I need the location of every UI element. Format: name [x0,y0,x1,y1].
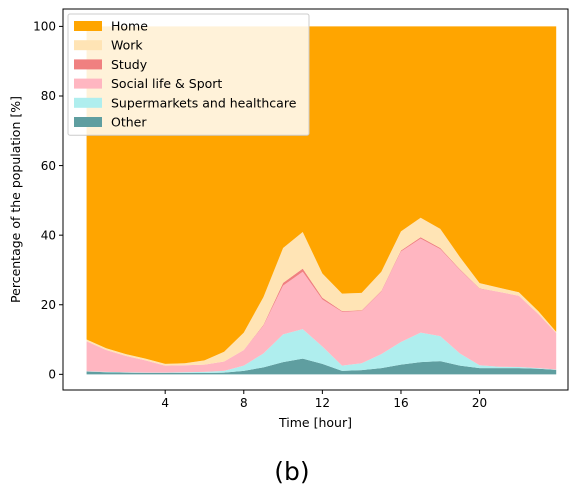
y-axis-ticks: 0 20 40 60 80 100 [33,20,63,382]
legend-swatch-work [74,40,102,51]
legend: Home Work Study Social life & Sport Supermar… [67,13,310,136]
x-tick-label: 4 [161,396,169,410]
area-work [86,217,557,366]
figure-caption: (b) [274,457,309,486]
x-axis-label: Time [hour] [278,415,352,430]
area-social-life-sport [86,238,557,373]
legend-swatch-study [74,59,102,70]
legend-label-other: Other [111,115,147,130]
legend-swatch-home [74,21,102,31]
y-axis-label: Percentage of the population [%] [8,96,23,303]
x-tick-label: 12 [315,396,330,410]
legend-label-supermarkets-and-healthcare: Supermarkets and healthcare [111,95,297,110]
y-tick-label: 60 [41,159,56,173]
legend-swatch-social-life-sport [74,78,102,89]
legend-label-work: Work [111,38,143,53]
x-tick-label: 16 [393,396,408,410]
area-supermarkets-and-healthcare [86,329,557,373]
x-tick-label: 8 [240,396,248,410]
plot-frame [62,8,569,391]
legend-box [67,13,310,136]
y-tick-label: 80 [41,89,56,103]
y-tick-label: 100 [33,20,56,34]
y-tick-label: 20 [41,298,56,312]
y-tick-label: 0 [48,368,56,382]
legend-swatch-supermarkets-and-healthcare [74,97,102,108]
legend-label-study: Study [111,57,148,72]
legend-label-home: Home [111,19,148,34]
x-tick-label: 20 [472,396,487,410]
area-other [86,358,557,375]
legend-swatch-other [74,117,102,127]
legend-label-social-life-sport: Social life & Sport [111,76,222,91]
x-axis-ticks: 4 8 12 16 20 [161,390,487,410]
y-tick-label: 40 [41,228,56,242]
